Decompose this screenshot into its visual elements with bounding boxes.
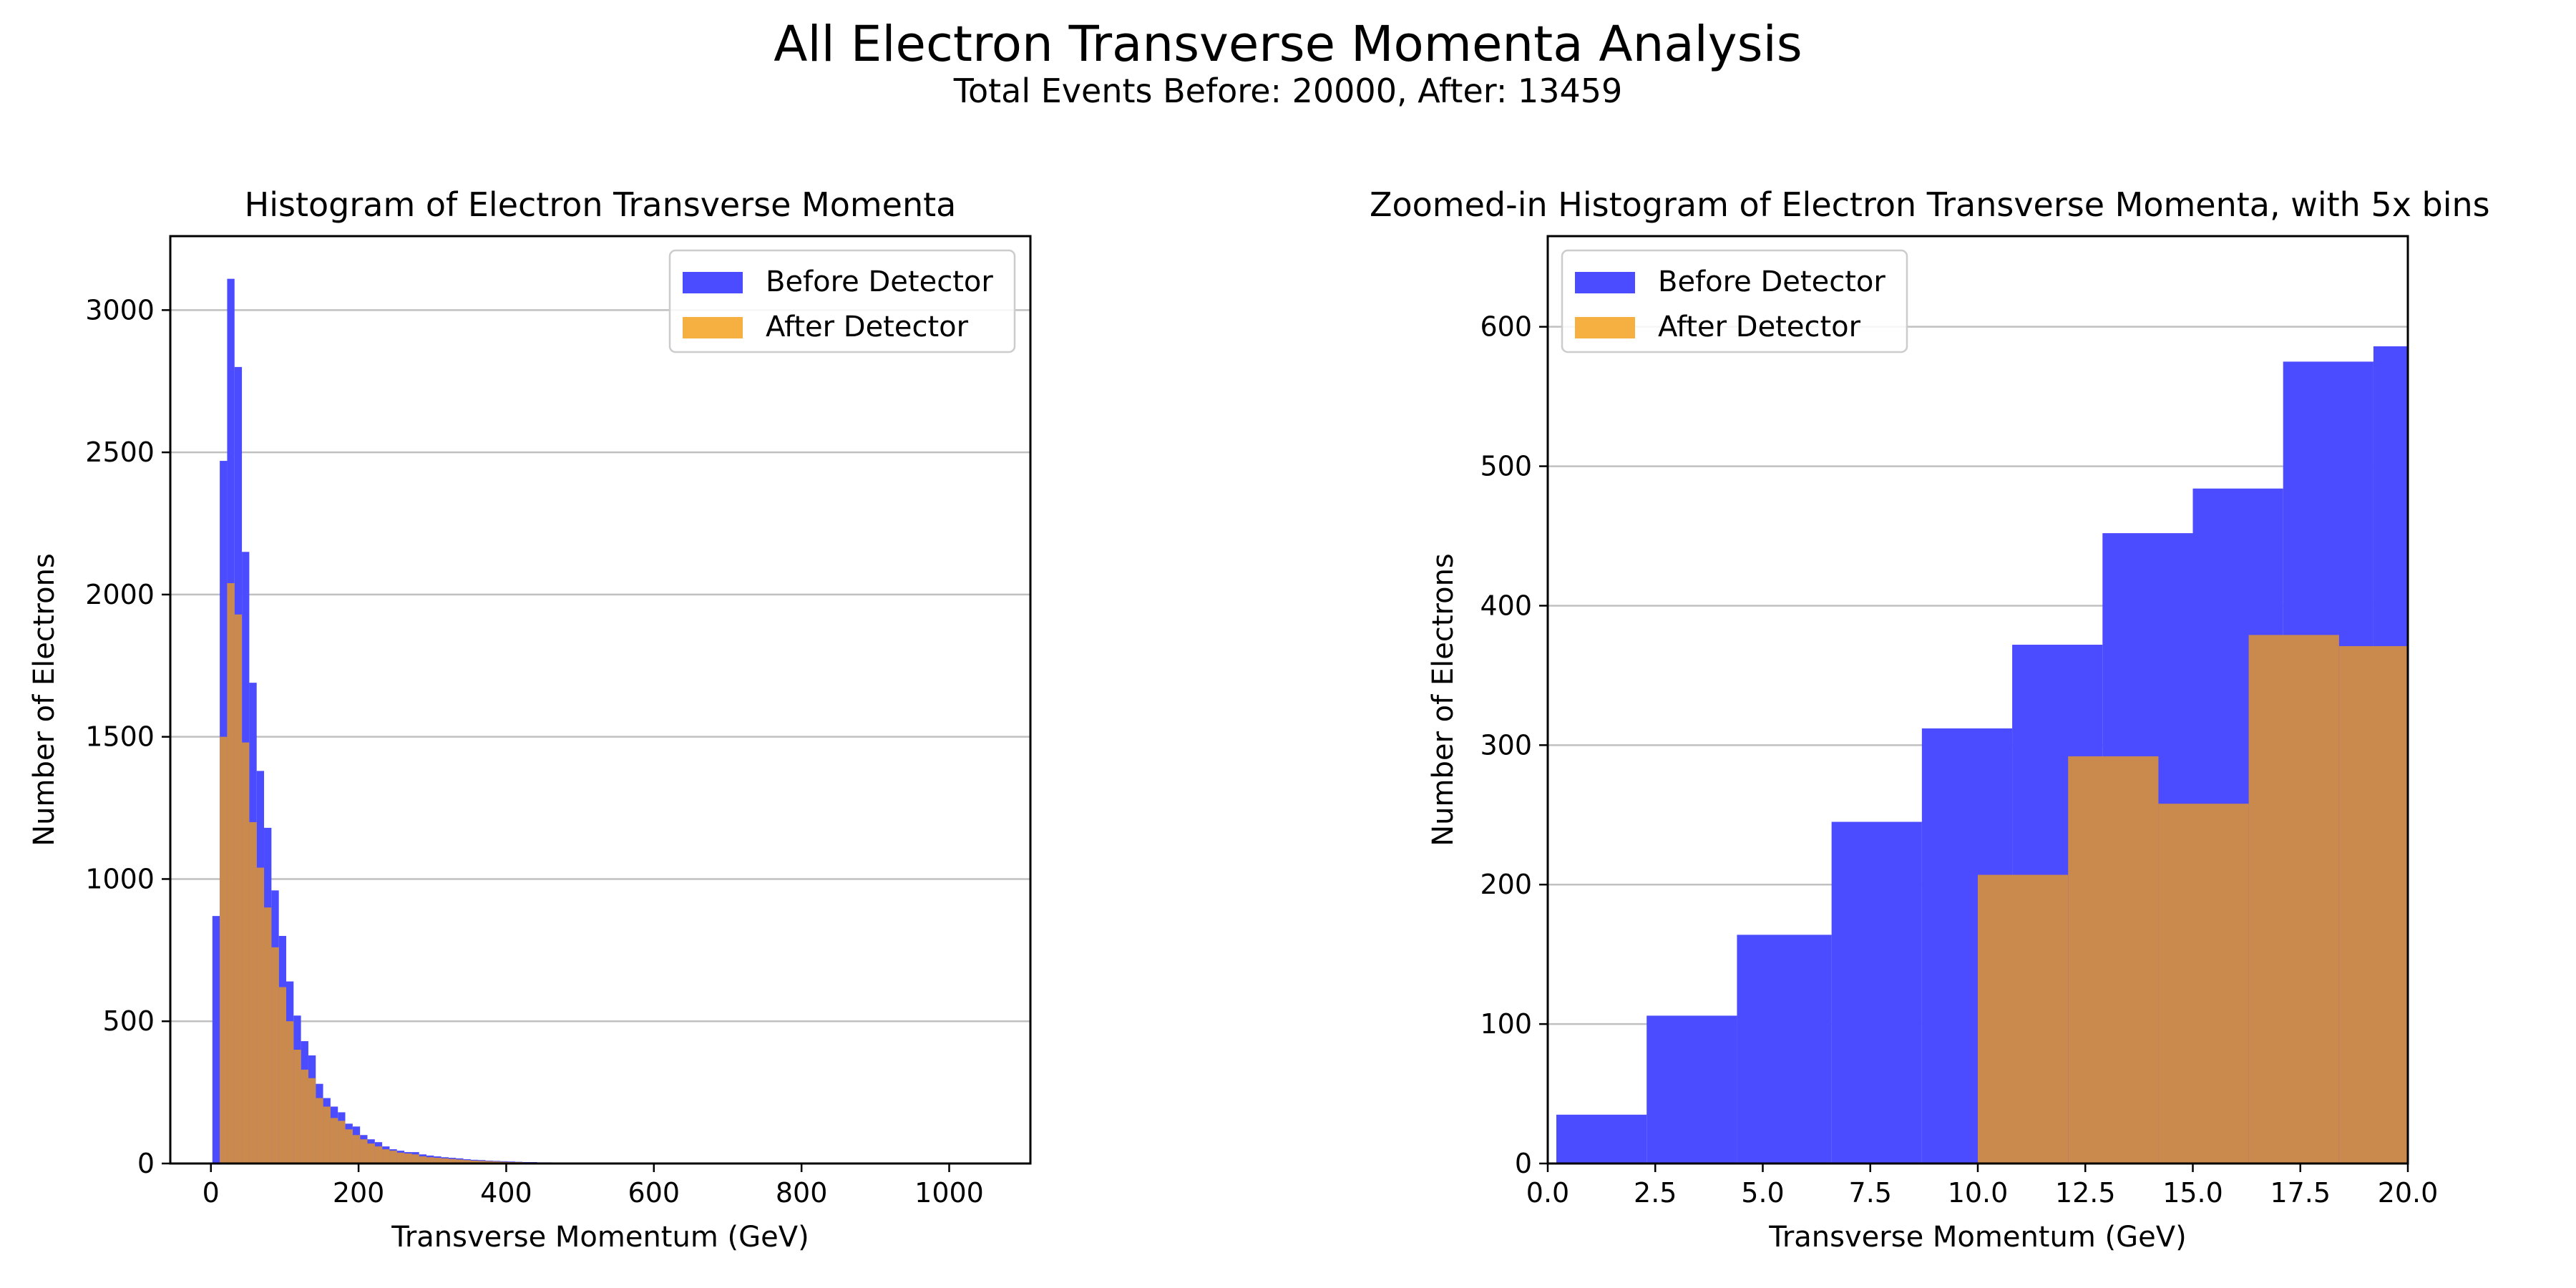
chart1-xtick-label-0: 0 — [203, 1177, 220, 1209]
chart1-bar-after-36 — [478, 1161, 486, 1163]
chart1-bar-after-10 — [286, 1021, 294, 1163]
chart1-bar-after-24 — [389, 1151, 397, 1163]
chart2-legend-box — [1561, 249, 1908, 353]
chart2-bar-before-3 — [1831, 821, 1922, 1163]
chart1-bar-after-15 — [323, 1106, 331, 1163]
chart2-legend-label-1: After Detector — [1658, 311, 1861, 343]
chart1-bar-after-27 — [411, 1154, 419, 1163]
chart1-bar-after-34 — [463, 1160, 471, 1163]
chart1-xtick-label-1: 200 — [333, 1177, 385, 1209]
chart2-ytick-label-3: 300 — [1480, 729, 1532, 761]
chart1-bar-after-25 — [396, 1152, 405, 1163]
chart1-bar-after-17 — [338, 1121, 346, 1163]
chart1-bar-after-30 — [434, 1158, 441, 1163]
chart2-xtick-label-0: 0.0 — [1526, 1177, 1569, 1209]
chart2-xtick-label-6: 15.0 — [2162, 1177, 2223, 1209]
chart2-bar-before-0 — [1556, 1114, 1647, 1163]
chart2-xtick-label-2: 5.0 — [1741, 1177, 1784, 1209]
chart1-bar-after-23 — [382, 1149, 390, 1163]
chart1-ytick-label-5: 2500 — [85, 436, 155, 468]
chart1-bar-after-6 — [256, 867, 265, 1163]
chart1-bar-after-14 — [316, 1098, 323, 1163]
chart1-bar-after-35 — [470, 1161, 479, 1163]
chart1-title: Histogram of Electron Transverse Momenta — [245, 185, 957, 224]
chart2-ytick-label-0: 0 — [1515, 1148, 1532, 1179]
chart1-ytick-label-2: 1000 — [85, 863, 155, 894]
chart2-xtick-label-8: 20.0 — [2378, 1177, 2439, 1209]
chart1-bar-after-32 — [448, 1158, 457, 1163]
chart2-legend-swatch-0 — [1575, 272, 1635, 293]
chart1-bar-after-1 — [220, 736, 228, 1163]
chart1-ytick-label-4: 2000 — [85, 579, 155, 610]
chart1-bar-after-13 — [308, 1078, 316, 1163]
chart2-xtick-label-7: 17.5 — [2270, 1177, 2331, 1209]
chart1-bar-after-4 — [242, 742, 250, 1163]
chart1-bar-before-0 — [212, 916, 220, 1163]
chart2-x-axis-label: Transverse Momentum (GeV) — [1768, 1221, 2186, 1254]
chart1-bar-after-19 — [352, 1135, 361, 1163]
chart1-bar-after-31 — [441, 1158, 449, 1163]
chart1-bar-after-20 — [360, 1139, 368, 1163]
chart2-xtick-label-5: 12.5 — [2055, 1177, 2116, 1209]
chart2-bars — [1556, 346, 2408, 1163]
chart1-y-axis-label: Number of Electrons — [28, 553, 61, 847]
chart2-bar-before-1 — [1646, 1015, 1737, 1163]
figure-title: All Electron Transverse Momenta Analysis — [774, 16, 1802, 73]
chart2-bar-after-1 — [2068, 756, 2159, 1163]
chart2-xtick-label-3: 7.5 — [1849, 1177, 1892, 1209]
chart1-legend-label-0: Before Detector — [766, 265, 993, 298]
chart2-bar-after-4 — [2338, 645, 2408, 1163]
chart1-bar-after-12 — [301, 1069, 308, 1163]
chart2-xtick-label-4: 10.0 — [1948, 1177, 2009, 1209]
chart1-bar-after-8 — [271, 947, 279, 1163]
chart1-bar-after-18 — [345, 1129, 353, 1163]
chart2-ytick-label-2: 200 — [1480, 869, 1532, 900]
chart2-title: Zoomed-in Histogram of Electron Transver… — [1370, 185, 2490, 224]
chart2-ytick-label-5: 500 — [1480, 451, 1532, 482]
chart1-xtick-label-5: 1000 — [914, 1177, 984, 1209]
chart1-bar-after-37 — [485, 1161, 493, 1163]
chart1-legend-box — [668, 249, 1016, 353]
chart1-bar-after-28 — [419, 1156, 427, 1163]
chart1-bar-after-5 — [249, 821, 257, 1163]
chart1-ytick-label-3: 1500 — [85, 721, 155, 753]
chart2-bar-after-0 — [1978, 874, 2069, 1163]
chart1-bar-after-33 — [456, 1159, 464, 1163]
chart1-bar-after-29 — [426, 1157, 434, 1163]
chart2-ytick-label-6: 600 — [1480, 311, 1532, 343]
chart1-legend-swatch-1 — [683, 317, 743, 338]
chart1-xtick-label-3: 600 — [628, 1177, 680, 1209]
chart2-ytick-label-1: 100 — [1480, 1008, 1532, 1040]
chart1-bar-after-7 — [264, 907, 272, 1163]
chart2-bar-before-2 — [1737, 935, 1832, 1163]
chart2-bar-after-2 — [2158, 804, 2249, 1163]
chart1-bar-after-11 — [293, 1049, 301, 1163]
chart1-bar-after-22 — [374, 1146, 383, 1163]
chart1-ytick-label-1: 500 — [102, 1005, 155, 1037]
chart2-legend-label-0: Before Detector — [1658, 265, 1885, 298]
chart1-bar-after-9 — [278, 987, 286, 1163]
figure-subtitle: Total Events Before: 20000, After: 13459 — [953, 72, 1623, 110]
chart2-xtick-label-1: 2.5 — [1634, 1177, 1677, 1209]
chart1-legend-label-1: After Detector — [766, 311, 969, 343]
chart1-bar-after-16 — [330, 1118, 338, 1163]
chart1-x-axis-label: Transverse Momentum (GeV) — [391, 1221, 809, 1254]
chart1-ytick-label-6: 3000 — [85, 294, 155, 326]
chart2-ytick-label-4: 400 — [1480, 590, 1532, 621]
chart1-bars — [212, 278, 582, 1163]
chart1-bar-after-2 — [227, 583, 235, 1163]
chart2-legend-swatch-1 — [1575, 317, 1635, 338]
chart1-xtick-label-2: 400 — [480, 1177, 532, 1209]
chart1-ytick-label-0: 0 — [137, 1148, 155, 1179]
chart1-bar-after-26 — [404, 1153, 412, 1163]
chart2-bar-after-3 — [2248, 635, 2339, 1163]
chart1-legend-swatch-0 — [683, 272, 743, 293]
chart1-xtick-label-4: 800 — [776, 1177, 828, 1209]
chart1-bar-after-3 — [234, 614, 243, 1163]
chart1-bar-after-21 — [367, 1143, 375, 1163]
chart2-y-axis-label: Number of Electrons — [1427, 553, 1460, 847]
chart1-axes-frame — [169, 235, 1032, 1165]
